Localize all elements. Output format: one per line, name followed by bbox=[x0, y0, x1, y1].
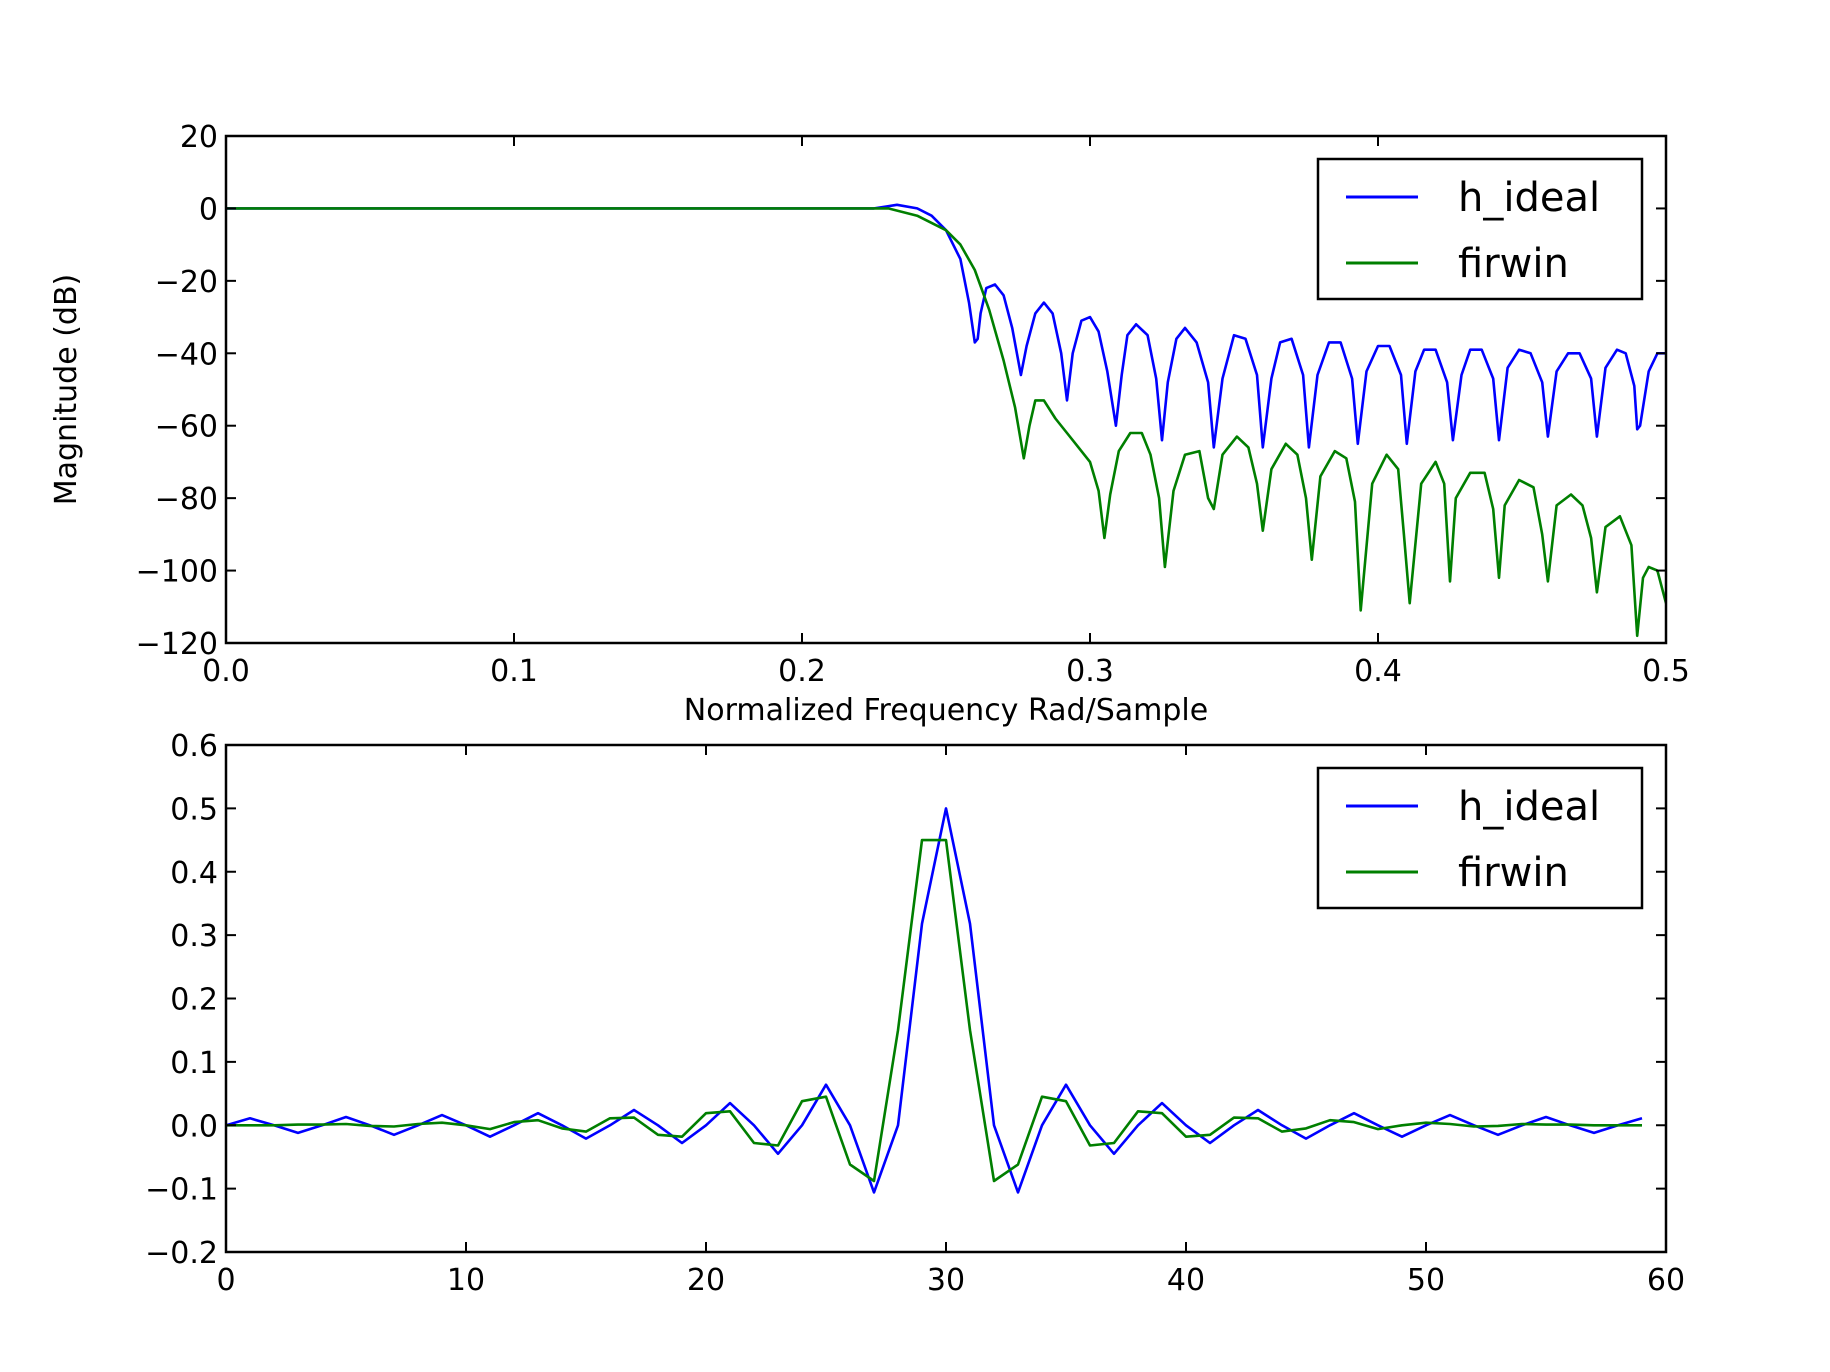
x-tick-label: 50 bbox=[1407, 1263, 1445, 1298]
x-tick-label: 20 bbox=[687, 1263, 725, 1298]
plot-frame bbox=[224, 134, 1668, 645]
y-tick-label: 20 bbox=[180, 120, 218, 155]
series-group bbox=[226, 203, 1666, 638]
magnitude-response-panel: 0.0 0.1 0.2 0.3 0.4 0.5 20 0 −20 −40 −60 −80 −100 −12… bbox=[49, 120, 1690, 728]
x-tick-label: 60 bbox=[1647, 1263, 1685, 1298]
y-tick-label: −0.1 bbox=[145, 1173, 218, 1208]
x-tick-label: 0 bbox=[216, 1263, 235, 1298]
y-tick-label: −40 bbox=[155, 337, 218, 372]
x-tick-label: 0.5 bbox=[1642, 654, 1690, 689]
y-tick-label: 0.2 bbox=[170, 983, 218, 1018]
legend-label-h-ideal: h_ideal bbox=[1458, 784, 1600, 830]
legend-label-firwin: firwin bbox=[1458, 850, 1569, 896]
x-tick-label: 0.2 bbox=[778, 654, 826, 689]
legend-box bbox=[1316, 766, 1644, 910]
series-line-firwin bbox=[226, 207, 1666, 638]
x-tick-label: 40 bbox=[1167, 1263, 1205, 1298]
series-line-firwin bbox=[226, 838, 1642, 1183]
x-tick-label: 0.1 bbox=[490, 654, 538, 689]
y-tick-label: 0 bbox=[199, 192, 218, 227]
x-tick-label: 0.3 bbox=[1066, 654, 1114, 689]
y-tick-label: 0.6 bbox=[170, 729, 218, 764]
impulse-response-panel: 0 10 20 30 40 50 60 0.6 0.5 0.4 0.3 0.2 0.1 0.0 −0.1 −0… bbox=[145, 729, 1685, 1298]
y-tick-label: 0.5 bbox=[170, 792, 218, 827]
x-tick-label: 10 bbox=[447, 1263, 485, 1298]
y-tick-label: 0.0 bbox=[170, 1109, 218, 1144]
series-group bbox=[226, 807, 1643, 1194]
x-axis-title: Normalized Frequency Rad/Sample bbox=[684, 693, 1208, 728]
y-axis-title: Magnitude (dB) bbox=[49, 274, 84, 506]
y-tick-label: 0.3 bbox=[170, 919, 218, 954]
y-tick-label: −20 bbox=[155, 265, 218, 300]
y-tick-label: 0.1 bbox=[170, 1046, 218, 1081]
y-tick-label: 0.4 bbox=[170, 856, 218, 891]
x-tick-label: 0.4 bbox=[1354, 654, 1402, 689]
series-line-h-ideal bbox=[226, 203, 1666, 449]
x-tick-label: 30 bbox=[927, 1263, 965, 1298]
y-tick-label: −0.2 bbox=[145, 1236, 218, 1271]
legend-label-firwin: firwin bbox=[1458, 241, 1569, 287]
y-tick-label: −120 bbox=[136, 627, 218, 662]
x-tick-label: 0.0 bbox=[202, 654, 250, 689]
legend-box bbox=[1316, 157, 1644, 301]
y-tick-label: −80 bbox=[155, 482, 218, 517]
legend-label-h-ideal: h_ideal bbox=[1458, 175, 1600, 221]
y-tick-label: −60 bbox=[155, 410, 218, 445]
y-tick-label: −100 bbox=[136, 555, 218, 590]
